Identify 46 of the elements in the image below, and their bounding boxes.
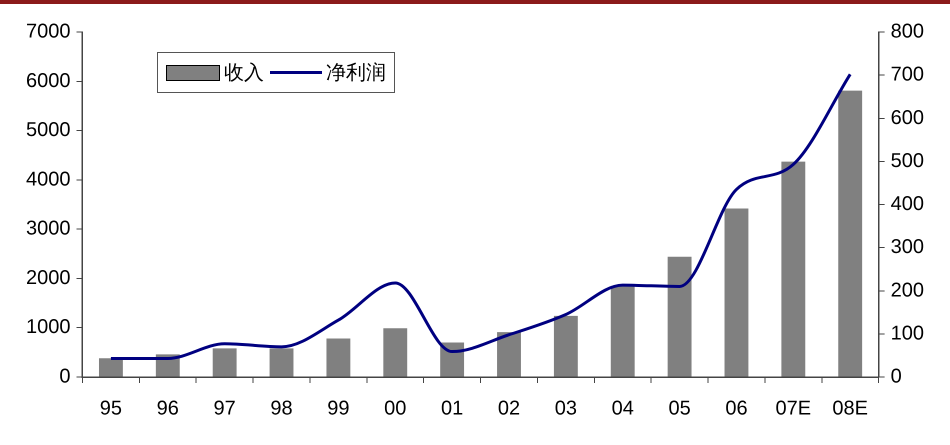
y-tick-label: 6000 <box>26 70 70 92</box>
bar <box>326 338 350 376</box>
x-tick-label: 05 <box>668 398 691 420</box>
x-tick-label: 97 <box>214 398 236 420</box>
x-tick-label: 02 <box>498 398 520 420</box>
bar <box>98 358 123 376</box>
bar <box>383 328 408 376</box>
x-tick-label: 01 <box>441 398 464 420</box>
y2-tick-label: 200 <box>890 279 924 302</box>
x-tick-label: 08E <box>832 398 868 420</box>
legend-label: 收入 <box>224 59 264 86</box>
y-tick-label: 1000 <box>26 316 70 338</box>
bar <box>212 348 237 376</box>
y2-tick-label: 800 <box>890 20 924 43</box>
legend-label: 净利润 <box>326 59 386 86</box>
y-tick-label: 4000 <box>26 168 70 190</box>
y-tick-label: 5000 <box>26 119 70 142</box>
bar <box>668 256 692 376</box>
y2-tick-label: 400 <box>890 193 924 216</box>
x-tick-label: 04 <box>612 398 634 420</box>
y-tick-label: 0 <box>59 366 70 388</box>
y-tick-label: 7000 <box>26 20 70 43</box>
bar <box>497 332 521 376</box>
y2-tick-label: 100 <box>890 322 924 344</box>
y2-tick-label: 300 <box>890 236 924 258</box>
y2-tick-label: 700 <box>890 64 924 86</box>
y2-tick-label: 500 <box>890 150 924 172</box>
bar <box>838 90 862 376</box>
bar <box>724 208 748 376</box>
bar <box>610 286 635 376</box>
x-tick-label: 00 <box>384 398 406 420</box>
y2-tick-label: 600 <box>890 106 924 129</box>
y-tick-label: 3000 <box>26 218 70 240</box>
x-tick-label: 98 <box>270 398 293 420</box>
bar <box>440 342 464 376</box>
bar <box>270 348 294 376</box>
x-tick-label: 03 <box>554 398 577 420</box>
bar <box>554 316 578 376</box>
x-tick-label: 99 <box>327 398 350 420</box>
y-tick-label: 2000 <box>26 266 70 289</box>
x-tick-label: 07E <box>776 398 812 420</box>
x-tick-label: 95 <box>100 398 122 420</box>
x-tick-label: 06 <box>725 398 748 420</box>
x-tick-label: 96 <box>156 398 179 420</box>
y2-tick-label: 0 <box>890 366 902 388</box>
bar <box>781 162 806 376</box>
